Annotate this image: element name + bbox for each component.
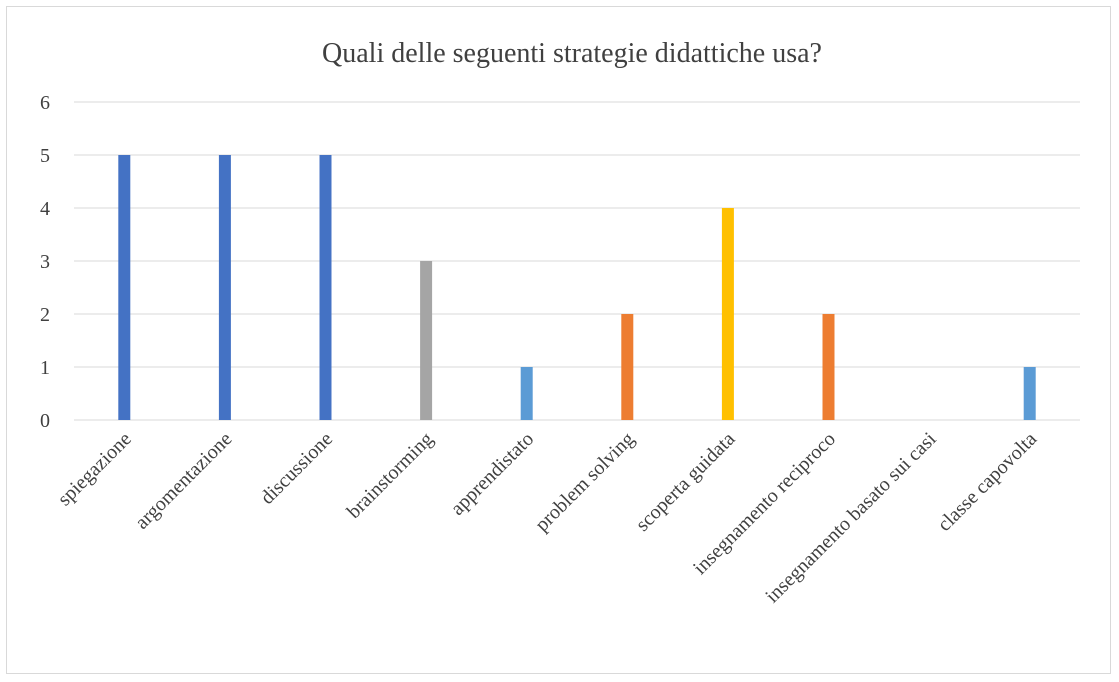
y-tick-label: 5 (40, 145, 50, 167)
bar (1023, 367, 1036, 420)
bars (118, 155, 1036, 420)
y-tick-label: 3 (40, 251, 50, 273)
y-tick-label: 0 (40, 410, 50, 432)
x-category-label: brainstorming (343, 428, 438, 523)
x-category-label: argomentazione (131, 428, 237, 534)
bar (520, 367, 533, 420)
x-category-label: classe capovolta (933, 428, 1041, 536)
bar (118, 155, 131, 420)
bar (420, 261, 433, 420)
x-category-label: spiegazione (54, 428, 136, 510)
x-category-label: scoperta guidata (632, 428, 740, 536)
x-category-label: problem solving (531, 428, 639, 536)
y-tick-label: 2 (40, 304, 50, 326)
y-tick-label: 1 (40, 357, 50, 379)
y-tick-label: 4 (40, 198, 50, 220)
bar (721, 208, 734, 420)
x-category-label: discussione (256, 428, 337, 509)
bar (822, 314, 835, 420)
chart-frame (6, 6, 1111, 674)
bar (319, 155, 332, 420)
x-category-label: apprendistato (446, 428, 538, 520)
chart-title: Quali delle seguenti strategie didattich… (322, 38, 822, 69)
bar (218, 155, 231, 420)
y-axis-ticks: 0 1 2 3 4 5 6 (40, 92, 50, 432)
gridlines (74, 101, 1080, 421)
x-category-label: insegnamento basato sui casi (761, 428, 941, 608)
y-tick-label: 6 (40, 92, 50, 114)
bar (621, 314, 634, 420)
